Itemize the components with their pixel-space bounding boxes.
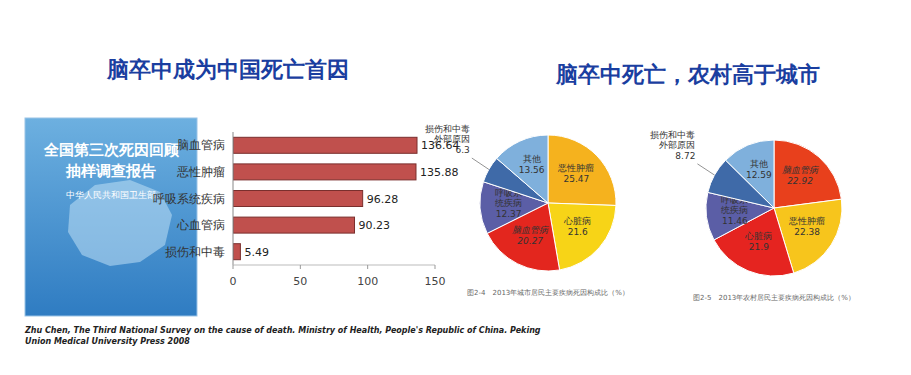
slice-name: 脑血管病	[782, 165, 819, 175]
bar	[233, 244, 240, 260]
leader-line	[697, 164, 714, 175]
pie-slice	[497, 135, 548, 203]
tick-label: 150	[425, 275, 446, 288]
data-label: 22.38	[794, 227, 820, 237]
slice-name-line: 恶性肿瘤	[557, 163, 594, 173]
citation-line: Zhu Chen, The Third National Survey on t…	[24, 326, 541, 335]
cover-title: 全国第三次死因回顾抽样调查报告	[43, 141, 180, 180]
slice-name: 其他	[523, 154, 541, 164]
leader-line	[472, 158, 489, 169]
data-label: 8.72	[675, 151, 695, 161]
slice-name-line: 损伤和中毒	[425, 124, 470, 134]
pie-chart: 恶性肿瘤25.47心脏病21.6脑血管病20.27呼吸系统疾病12.37损伤和中…	[425, 124, 629, 297]
slide: 脑卒中成为中国死亡首因 脑卒中死亡，农村高于城市全国第三次死因回顾抽样调查报告中华…	[0, 0, 911, 375]
data-label: 21.9	[749, 242, 769, 252]
category-label: 损伤和中毒	[165, 245, 225, 259]
slice-name-line: 心脏病	[744, 231, 772, 241]
slice-name-line: 其他	[750, 159, 768, 169]
slice-name: 脑血管病	[512, 225, 549, 235]
category-label: 心血管病	[176, 218, 225, 232]
slice-name-line: 脑血管病	[782, 165, 819, 175]
bar	[233, 137, 417, 153]
pie-chart: 脑血管病22.92恶性肿瘤22.38心脏病21.9呼吸系统疾病11.46损伤和中…	[650, 130, 855, 302]
pie-caption: 图2-5 2013年农村居民主要疾病死因构成比（%）	[693, 294, 855, 302]
tick-label: 0	[230, 275, 237, 288]
data-label: 25.47	[564, 174, 590, 184]
data-label: 11.46	[722, 216, 748, 226]
category-label: 脑血管病	[177, 138, 225, 152]
slice-name-line: 其他	[523, 154, 541, 164]
slice-name: 心脏病	[744, 231, 772, 241]
data-label: 90.23	[359, 219, 391, 232]
pie-caption: 图2-4 2013年城市居民主要疾病死因构成比（%）	[467, 289, 629, 297]
data-label: 13.56	[519, 165, 545, 175]
slice-name-line: 外部原因	[659, 140, 695, 150]
left-heading: 脑卒中成为中国死亡首因	[106, 57, 349, 82]
slice-name: 损伤和中毒外部原因	[425, 124, 470, 144]
data-label: 12.37	[496, 209, 522, 219]
pie-slice	[548, 135, 616, 205]
tick	[233, 265, 234, 269]
data-label: 5.49	[244, 246, 268, 259]
bar	[233, 164, 416, 180]
data-label: 20.27	[517, 236, 543, 246]
slice-name-line: 损伤和中毒	[650, 130, 695, 140]
category-label: 呼吸系统疾病	[153, 192, 225, 206]
value-axis	[233, 265, 435, 266]
right-heading: 脑卒中死亡，农村高于城市	[555, 62, 820, 87]
slice-name-line: 外部原因	[434, 134, 470, 144]
book-cover: 全国第三次死因回顾抽样调查报告中华人民共和国卫生部	[25, 118, 197, 316]
data-label: 21.6	[568, 227, 588, 237]
data-label: 135.88	[420, 166, 459, 179]
slice-name-line: 统疾病	[495, 198, 522, 208]
citation: Zhu Chen, The Third National Survey on t…	[24, 326, 541, 346]
bar-marks	[233, 137, 417, 259]
slice-name-line: 心脏病	[563, 216, 591, 226]
cover-title-line: 抽样调查报告	[65, 162, 156, 180]
bar	[233, 217, 355, 233]
tick-label: 50	[293, 275, 307, 288]
data-label: 12.59	[746, 170, 772, 180]
tick	[300, 265, 301, 269]
tick-label: 100	[357, 275, 378, 288]
cover-background	[25, 118, 197, 316]
tick	[435, 265, 436, 269]
tick	[367, 265, 368, 269]
cover-publisher: 中华人民共和国卫生部	[66, 190, 156, 200]
pie-slice	[726, 140, 774, 208]
category-axis	[233, 132, 234, 265]
slice-name-line: 脑血管病	[512, 225, 549, 235]
data-label: 6.3	[456, 145, 470, 155]
cover-title-line: 全国第三次死因回顾	[43, 141, 180, 159]
slice-name: 恶性肿瘤	[788, 216, 825, 226]
slice-name-line: 恶性肿瘤	[788, 216, 825, 226]
slice-name: 损伤和中毒外部原因	[650, 130, 695, 150]
slice-name: 其他	[750, 159, 768, 169]
citation-line: Union Medical University Press 2008	[25, 337, 190, 346]
bar	[233, 191, 363, 207]
slice-name-line: 统疾病	[721, 205, 748, 215]
data-label: 22.92	[787, 176, 813, 186]
bar-chart: 脑血管病136.64恶性肿瘤135.88呼吸系统疾病96.28心血管病90.23…	[153, 132, 460, 288]
data-label: 96.28	[367, 193, 399, 206]
pie-slice	[774, 140, 841, 208]
slice-name: 恶性肿瘤	[557, 163, 594, 173]
category-label: 恶性肿瘤	[176, 165, 225, 179]
slice-name: 心脏病	[563, 216, 591, 226]
